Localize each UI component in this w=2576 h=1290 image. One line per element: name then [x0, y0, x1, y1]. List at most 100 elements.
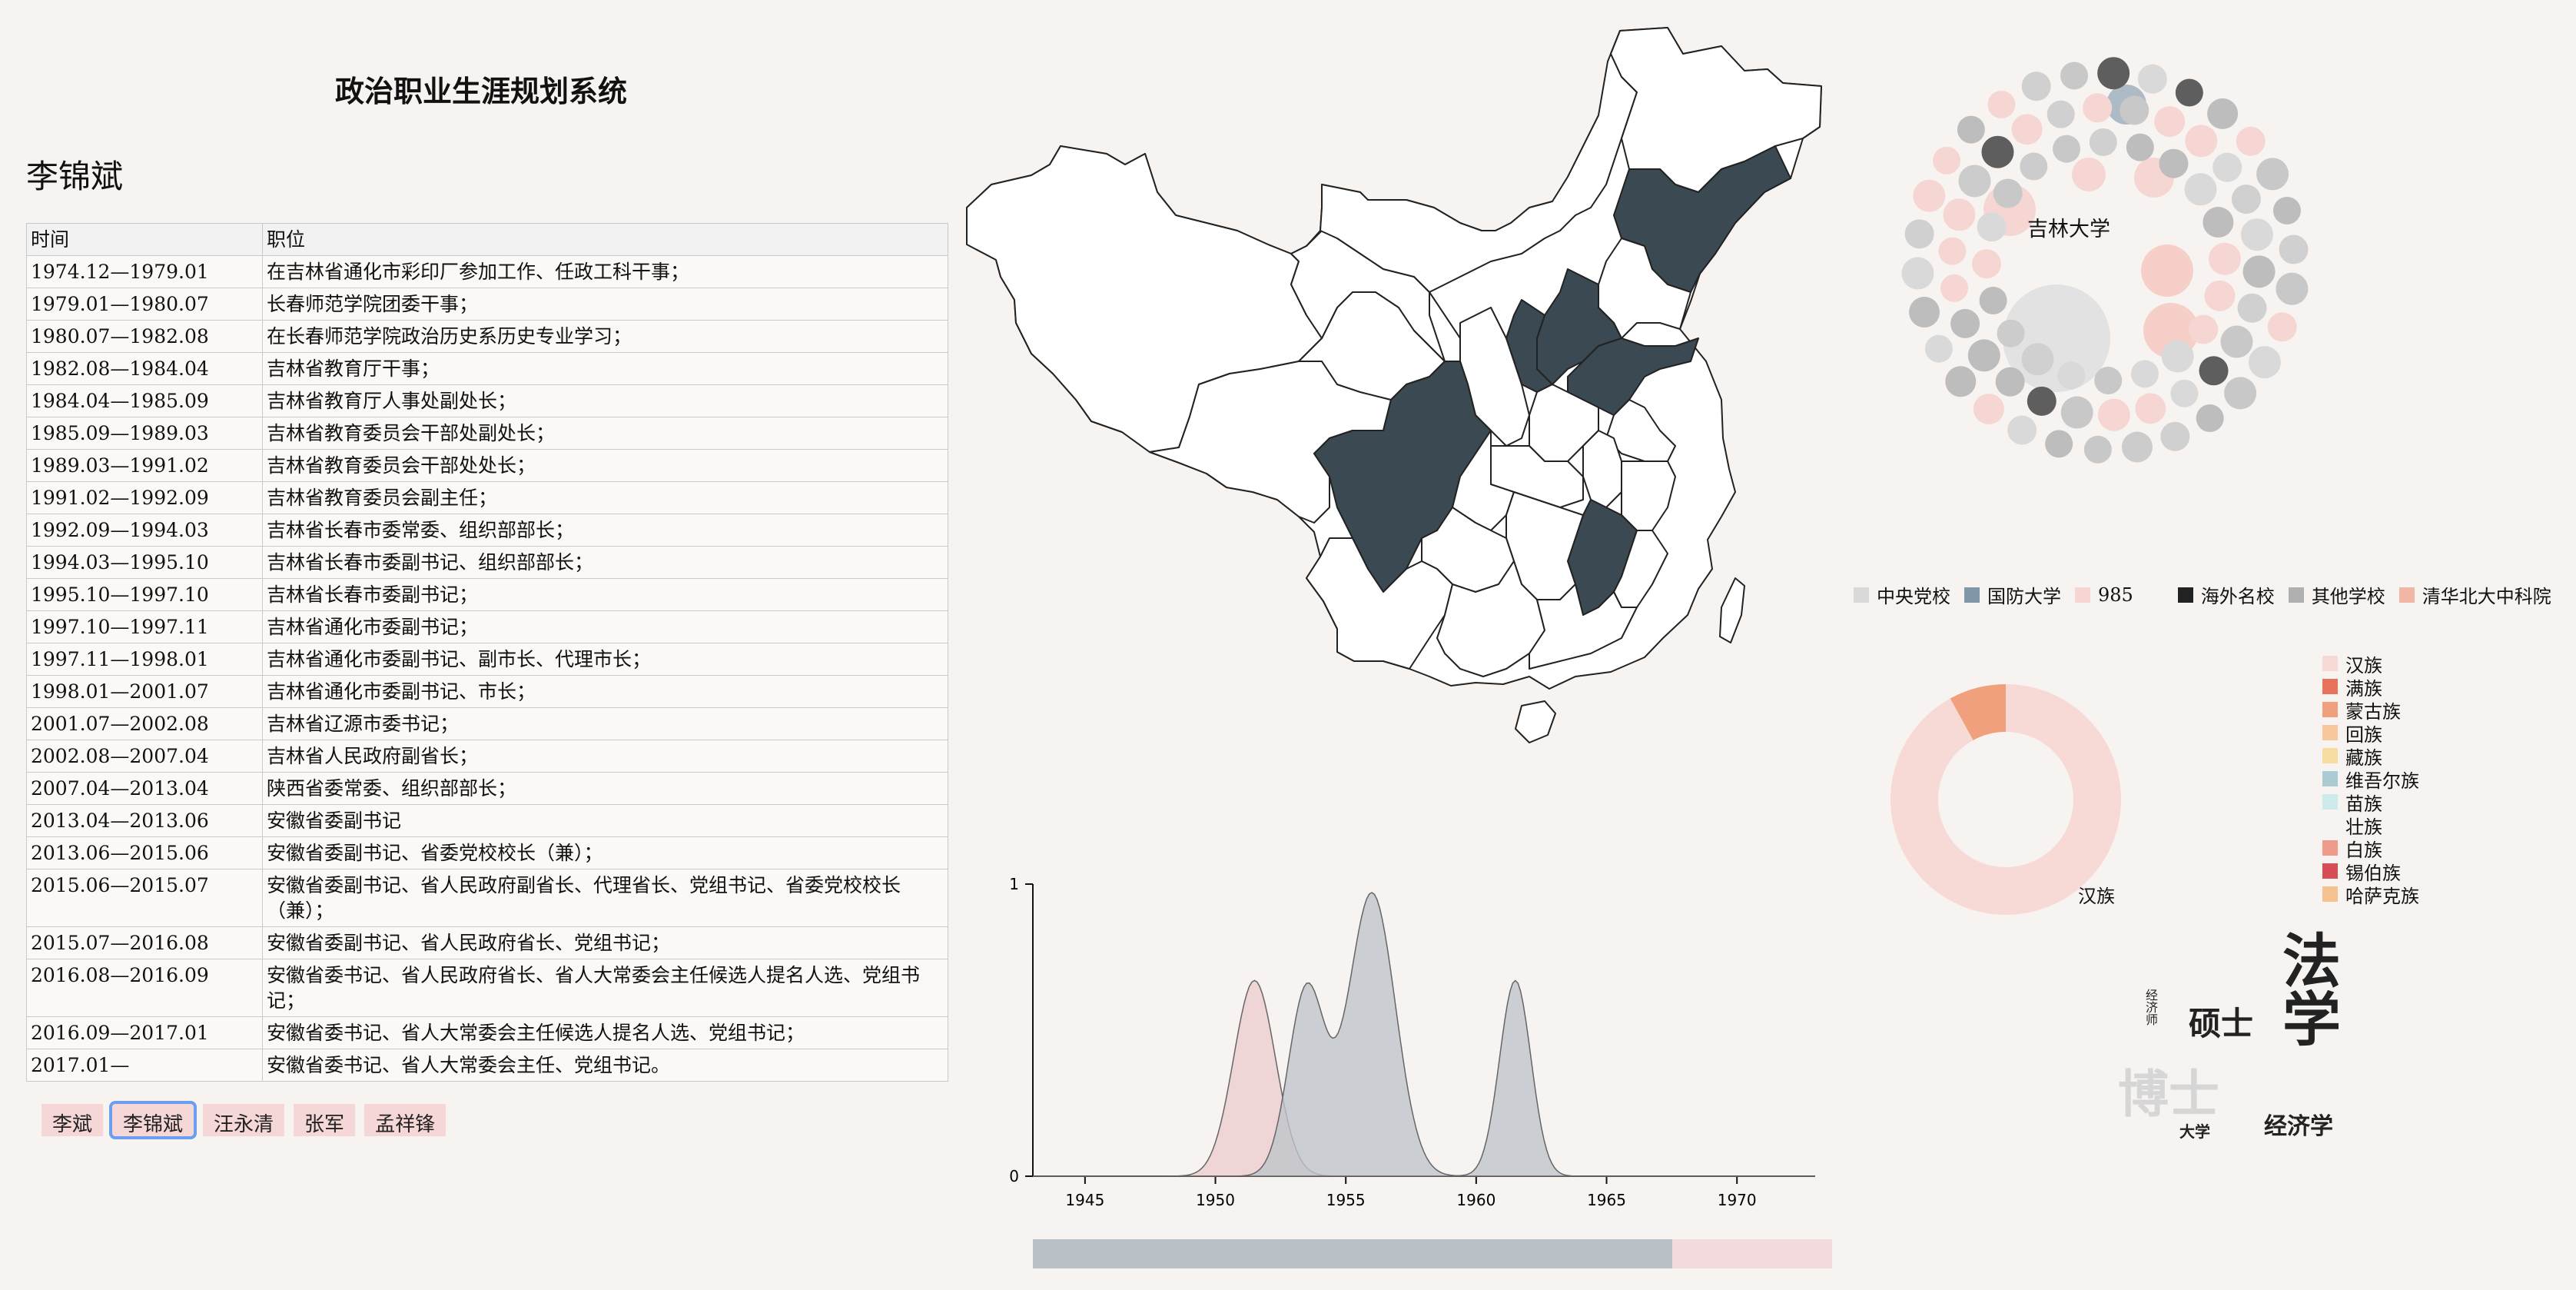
school-bubble[interactable] — [2011, 114, 2043, 145]
cell-position: 在吉林省通化市彩印厂参加工作、任政工科干事； — [262, 255, 948, 288]
ethnicity-legend-item: 白族 — [2322, 836, 2419, 861]
table-row: 1979.01—1980.07 长春师范学院团委干事； — [26, 288, 948, 321]
school-bubble[interactable] — [2007, 415, 2037, 445]
school-bubble[interactable] — [2141, 244, 2193, 297]
school-bubble[interactable] — [2020, 152, 2048, 181]
school-bubble[interactable] — [1977, 212, 2007, 242]
school-bubble[interactable] — [2220, 325, 2253, 358]
school-bubble[interactable] — [1909, 296, 1940, 327]
cell-time: 1995.10—1997.10 — [26, 578, 263, 611]
school-bubble[interactable] — [1993, 178, 2023, 208]
school-bubble[interactable] — [2208, 242, 2241, 275]
school-bubble[interactable] — [1957, 115, 1985, 144]
table-row: 2015.06—2015.07 安徽省委副书记、省人民政府副省长、代理省长、党组书… — [26, 869, 948, 927]
person-button[interactable]: 李锦斌 — [109, 1101, 198, 1139]
person-button[interactable]: 孟祥锋 — [364, 1104, 446, 1136]
legend-swatch — [2322, 886, 2338, 902]
school-bubble[interactable] — [2272, 197, 2301, 225]
school-bubble[interactable] — [2175, 78, 2203, 107]
school-bubble[interactable] — [2242, 255, 2276, 288]
school-bubble[interactable] — [2126, 133, 2154, 161]
school-bubble[interactable] — [2240, 218, 2273, 251]
person-button[interactable]: 汪永清 — [203, 1104, 285, 1136]
school-bubble[interactable] — [2094, 366, 2123, 394]
school-bubble[interactable] — [2160, 421, 2190, 451]
school-bubble[interactable] — [2060, 62, 2089, 90]
school-bubble[interactable] — [1901, 257, 1934, 290]
school-bubble[interactable] — [2207, 98, 2239, 129]
cell-position: 吉林省人民政府副省长； — [262, 740, 948, 773]
school-bubble[interactable] — [1958, 165, 1991, 198]
school-bubble[interactable] — [1981, 135, 2014, 168]
year-range-slider[interactable] — [1033, 1239, 1832, 1268]
school-bubble[interactable] — [2170, 379, 2199, 407]
school-bubble[interactable] — [2047, 100, 2075, 128]
school-bubble[interactable] — [2083, 435, 2112, 464]
school-bubble[interactable] — [1904, 219, 1934, 249]
table-header-row: 时间 职位 — [26, 223, 948, 256]
school-bubble[interactable] — [1967, 339, 2000, 372]
person-button[interactable]: 李斌 — [41, 1104, 104, 1136]
cell-position: 安徽省委书记、省人大常委会主任、党组书记。 — [262, 1049, 948, 1082]
school-bubble[interactable] — [2189, 314, 2219, 344]
school-bubble[interactable] — [2097, 57, 2130, 90]
school-bubble[interactable] — [2072, 158, 2106, 191]
school-bubble[interactable] — [2137, 64, 2167, 94]
school-bubble[interactable] — [2060, 396, 2093, 429]
school-bubble[interactable] — [2199, 356, 2229, 386]
school-bubble[interactable] — [2120, 95, 2149, 125]
school-bubble[interactable] — [2267, 312, 2297, 342]
school-bubble[interactable] — [2021, 71, 2051, 101]
school-bubble[interactable] — [1997, 319, 2025, 347]
school-bubble[interactable] — [1995, 367, 2025, 397]
school-bubble[interactable] — [2135, 393, 2166, 424]
school-bubble[interactable] — [2053, 135, 2081, 163]
school-bubble[interactable] — [1945, 366, 1977, 397]
year-range-slider-selection[interactable] — [1033, 1239, 1672, 1268]
school-bubble[interactable] — [2237, 293, 2267, 323]
school-bubble[interactable] — [2184, 173, 2217, 206]
legend-swatch — [2177, 587, 2193, 603]
school-bubble[interactable] — [2185, 125, 2218, 158]
school-bubble[interactable] — [1979, 286, 2007, 314]
school-bubble[interactable] — [2276, 272, 2309, 305]
school-bubble[interactable] — [2083, 93, 2113, 123]
school-bubble[interactable] — [1943, 198, 1976, 231]
school-bubble[interactable] — [2224, 377, 2257, 410]
school-bubble[interactable] — [2045, 430, 2073, 458]
donut-slice[interactable] — [1891, 684, 2121, 915]
school-bubble[interactable] — [1972, 249, 2002, 279]
school-bubble[interactable] — [1924, 334, 1953, 363]
school-bubble[interactable] — [2231, 185, 2261, 214]
school-bubble[interactable] — [2089, 128, 2117, 157]
donut-slice[interactable] — [1950, 684, 2006, 740]
school-bubble[interactable] — [1950, 308, 1980, 338]
school-bubble[interactable] — [1938, 237, 1967, 265]
school-bubble[interactable] — [2097, 398, 2130, 431]
school-bubble[interactable] — [2236, 126, 2266, 156]
school-bubble[interactable] — [2057, 361, 2086, 390]
school-bubble[interactable] — [2248, 346, 2281, 379]
school-bubble[interactable] — [1940, 274, 1969, 302]
school-bubble[interactable] — [2121, 431, 2153, 463]
school-bubble[interactable] — [2130, 360, 2159, 388]
legend-swatch — [2322, 840, 2338, 856]
school-bubble[interactable] — [1987, 90, 2016, 118]
school-bubble[interactable] — [2203, 207, 2234, 238]
school-bubble[interactable] — [2161, 340, 2194, 373]
school-bubble[interactable] — [2154, 106, 2186, 138]
school-bubble[interactable] — [2279, 234, 2309, 264]
school-bubble[interactable] — [2204, 280, 2236, 311]
school-bubble[interactable] — [2196, 404, 2224, 433]
school-bubble[interactable] — [1973, 394, 2004, 425]
school-bubble[interactable] — [2159, 148, 2189, 178]
cell-time: 2016.08—2016.09 — [26, 959, 263, 1017]
school-bubble[interactable] — [2256, 158, 2289, 191]
school-bubble[interactable] — [2021, 343, 2054, 376]
school-bubble[interactable] — [1913, 179, 1946, 212]
school-bubble[interactable] — [1933, 146, 1961, 175]
school-bubble[interactable] — [2027, 386, 2056, 416]
school-legend: 中央党校 国防大学 985 海外名校 其他学校 清华北大中科院 — [1854, 581, 2551, 608]
person-button[interactable]: 张军 — [294, 1104, 356, 1136]
school-bubble[interactable] — [2213, 152, 2242, 182]
